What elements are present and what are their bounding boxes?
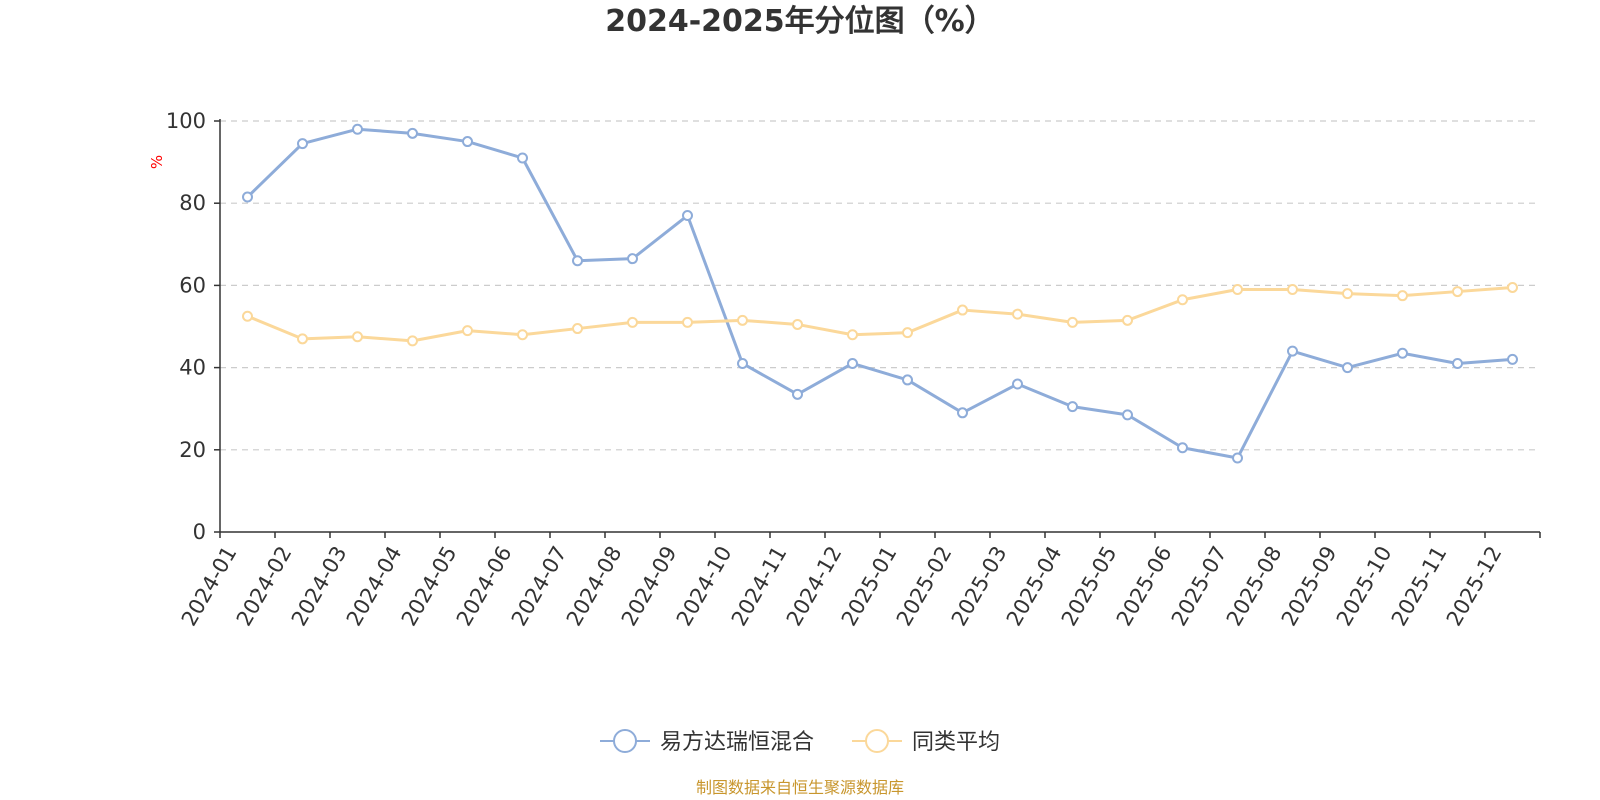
y-tick-label: 60 xyxy=(179,273,206,297)
data-point xyxy=(792,388,803,400)
data-point xyxy=(1452,357,1463,369)
data-point xyxy=(1397,347,1408,359)
data-point xyxy=(242,310,253,322)
data-point xyxy=(1287,345,1298,357)
data-point xyxy=(1397,290,1408,302)
y-tick-label: 100 xyxy=(166,109,206,133)
legend-item-1[interactable]: 易方达瑞恒混合 xyxy=(600,729,814,755)
data-point xyxy=(1177,442,1188,454)
data-point xyxy=(407,127,418,139)
data-point xyxy=(1507,353,1518,365)
legend-marker xyxy=(613,729,637,753)
data-point xyxy=(1507,281,1518,293)
legend[interactable]: 易方达瑞恒混合 同类平均 xyxy=(600,729,1000,755)
x-tick-label: 2025-12 xyxy=(1442,542,1507,630)
data-point xyxy=(1232,284,1243,296)
series-1 xyxy=(242,123,1518,464)
y-tick-label: 20 xyxy=(179,438,206,462)
data-point xyxy=(242,191,253,203)
data-point xyxy=(1122,409,1133,421)
data-point xyxy=(407,335,418,347)
series-2 xyxy=(242,281,1518,347)
data-point xyxy=(1177,294,1188,306)
data-point xyxy=(902,374,913,386)
data-point xyxy=(572,255,583,267)
y-tick-label: 40 xyxy=(179,356,206,380)
data-point xyxy=(462,325,473,337)
data-point xyxy=(1287,284,1298,296)
data-point xyxy=(1452,286,1463,298)
series-lines xyxy=(242,123,1518,464)
data-point xyxy=(1067,316,1078,328)
data-point xyxy=(957,407,968,419)
data-point xyxy=(847,329,858,341)
grid xyxy=(220,120,1540,451)
data-point xyxy=(627,253,638,265)
data-point xyxy=(1342,362,1353,374)
data-point xyxy=(352,331,363,343)
data-point xyxy=(297,333,308,345)
chart-title: 2024-2025年分位图（%） xyxy=(605,4,995,39)
data-point xyxy=(957,304,968,316)
data-point xyxy=(1122,314,1133,326)
data-point xyxy=(1232,452,1243,464)
data-point xyxy=(737,314,748,326)
y-axis-label: % xyxy=(148,155,166,169)
data-point xyxy=(682,210,693,222)
data-point xyxy=(517,152,528,164)
data-point xyxy=(1067,401,1078,413)
axes: 0204060801002024-012024-022024-032024-04… xyxy=(166,109,1541,630)
data-point xyxy=(627,316,638,328)
data-point xyxy=(517,329,528,341)
y-tick-label: 0 xyxy=(193,520,206,544)
data-point xyxy=(737,357,748,369)
data-point xyxy=(792,318,803,330)
data-point xyxy=(1342,288,1353,300)
data-point xyxy=(462,136,473,148)
legend-marker xyxy=(865,729,889,753)
series-line xyxy=(246,127,1514,460)
series-line xyxy=(246,285,1514,343)
data-point xyxy=(572,323,583,335)
data-point xyxy=(1012,378,1023,390)
data-point xyxy=(352,123,363,135)
y-tick-label: 80 xyxy=(179,191,206,215)
legend-item-2[interactable]: 同类平均 xyxy=(852,729,1000,755)
data-point xyxy=(902,327,913,339)
legend-label: 同类平均 xyxy=(912,730,1000,755)
data-point xyxy=(1012,308,1023,320)
source-note: 制图数据来自恒生聚源数据库 xyxy=(695,778,904,797)
data-point xyxy=(847,357,858,369)
data-point xyxy=(682,316,693,328)
legend-label: 易方达瑞恒混合 xyxy=(660,730,814,755)
data-point xyxy=(297,138,308,150)
